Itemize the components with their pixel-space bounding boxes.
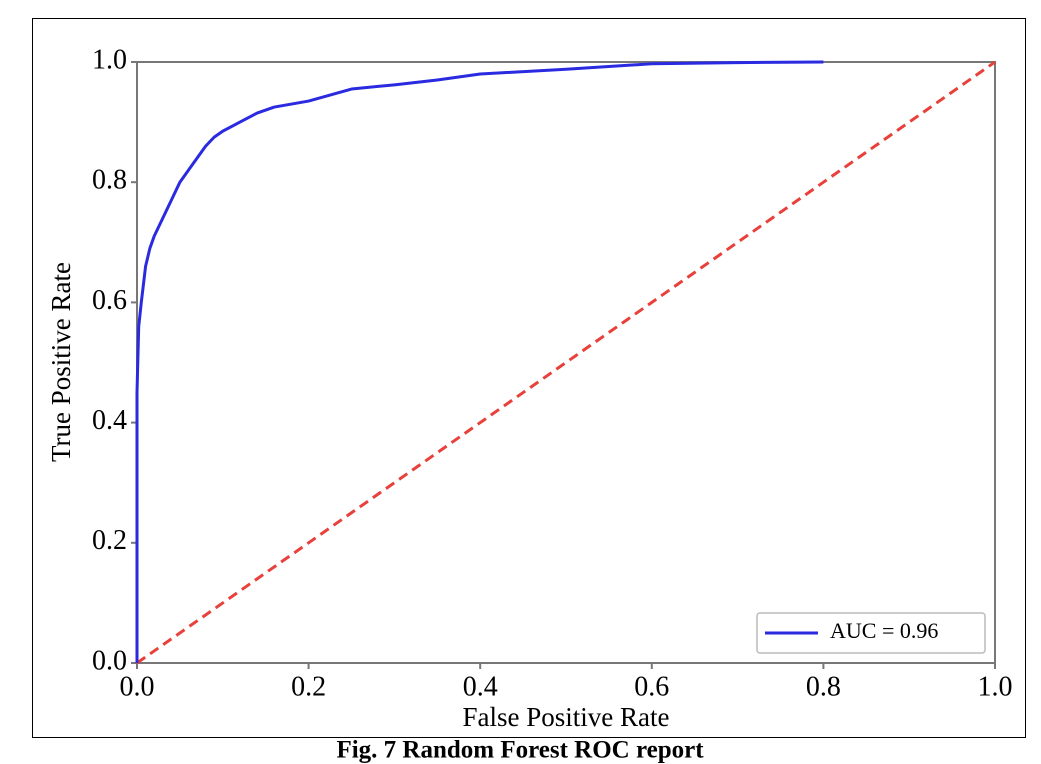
y-tick-label: 0.8	[92, 165, 127, 196]
y-tick-label: 0.2	[92, 525, 127, 556]
legend-box	[756, 612, 986, 654]
x-tick-label: 0.4	[463, 671, 498, 702]
x-tick-label: 1.0	[978, 671, 1013, 702]
y-tick-label: 1.0	[92, 44, 127, 75]
series-line	[135, 60, 824, 663]
plot-frame	[136, 61, 996, 664]
y-tick-label: 0.4	[92, 405, 127, 436]
legend-label: AUC = 0.96	[830, 618, 938, 643]
x-tick-label: 0.2	[291, 671, 326, 702]
caption: Fig. 7 Random Forest ROC report	[336, 737, 704, 764]
y-tick-label: 0.0	[92, 645, 127, 676]
x-tick-label: 0.8	[806, 671, 841, 702]
y-axis-label: True Positive Rate	[46, 262, 76, 462]
series-line	[136, 60, 996, 665]
x-axis-label: False Positive Rate	[463, 702, 670, 732]
x-tick-label: 0.6	[634, 671, 669, 702]
y-tick-label: 0.6	[92, 285, 127, 316]
x-tick-label: 0.0	[120, 671, 155, 702]
